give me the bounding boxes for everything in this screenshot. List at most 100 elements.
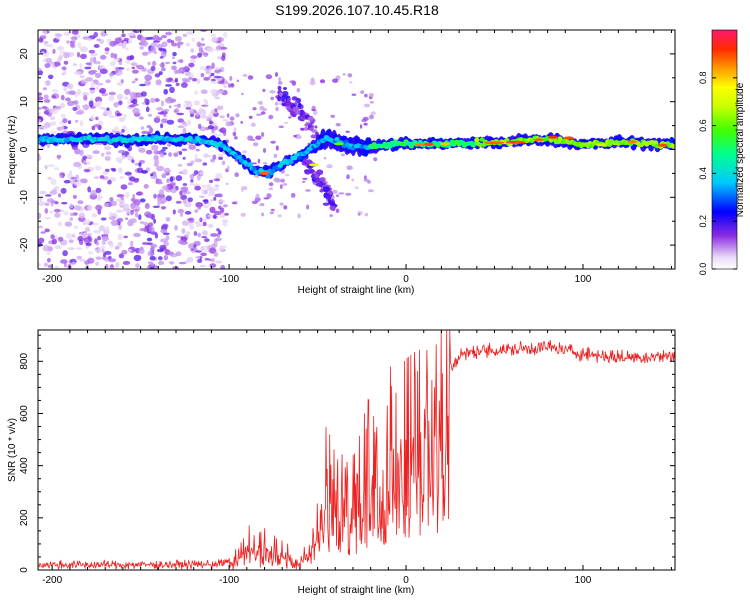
spectrogram-noise-blob	[187, 119, 191, 126]
spectrogram-noise-blob	[178, 261, 187, 265]
spectrogram-noise-blob	[359, 124, 363, 129]
spectrogram-ridge-core	[479, 137, 485, 142]
spectrogram-noise-blob	[141, 51, 149, 56]
spectrogram-noise-blob	[199, 217, 203, 223]
spectrogram-noise-blob	[57, 155, 61, 160]
spectrogram-noise-blob	[203, 205, 209, 209]
spectrogram-noise-blob	[214, 108, 218, 113]
spectrogram-noise-blob	[151, 144, 159, 151]
spectrogram-noise-blob	[218, 205, 222, 210]
spectrogram-noise-blob	[79, 120, 84, 127]
spectrogram-noise-blob	[168, 105, 172, 109]
spectrogram-noise-blob	[69, 212, 75, 216]
spectrogram-noise-blob	[83, 162, 87, 165]
spectrogram-noise-blob	[160, 51, 167, 58]
spectrogram-noise-blob	[54, 212, 61, 218]
spectrogram-branch-blob	[292, 106, 300, 113]
spectrogram-noise-blob	[107, 179, 112, 185]
spectrogram-noise-blob	[100, 54, 107, 60]
spectrogram-noise-blob	[125, 191, 130, 199]
spectrogram-x-tick-label: -100	[219, 274, 239, 285]
spectrogram-noise-blob	[76, 51, 81, 58]
spectrogram-noise-blob	[216, 193, 224, 198]
spectrogram-noise-blob	[176, 41, 184, 46]
spectrogram-noise-blob	[261, 132, 265, 137]
spectrogram-noise-blob	[118, 117, 125, 123]
spectrogram-noise-blob	[217, 81, 225, 85]
spectrogram-noise-blob	[199, 264, 207, 268]
spectrogram-noise-blob	[186, 31, 195, 35]
spectrogram-noise-blob	[342, 73, 346, 76]
spectrogram-noise-blob	[122, 260, 131, 265]
spectrogram-noise-blob	[248, 115, 253, 119]
spectrogram-y-tick-label: 10	[19, 96, 30, 108]
spectrogram-noise-blob	[205, 70, 211, 74]
spectrogram-noise-blob	[181, 228, 186, 234]
spectrogram-noise-blob	[347, 166, 354, 170]
spectrogram-noise-blob	[229, 116, 235, 121]
spectrogram-noise-blob	[211, 37, 219, 43]
spectrogram-noise-blob	[187, 218, 194, 221]
spectrogram-noise-blob	[194, 209, 199, 213]
spectrogram-noise-blob	[148, 36, 154, 40]
spectrogram-noise-blob	[63, 211, 69, 216]
spectrogram-noise-blob	[79, 62, 83, 69]
spectrogram-noise-blob	[165, 216, 171, 222]
spectrogram-noise-blob	[144, 74, 153, 81]
spectrogram-noise-blob	[158, 48, 166, 51]
spectrogram-noise-blob	[100, 217, 107, 221]
spectrogram-noise-blob	[95, 261, 99, 266]
spectrogram-noise-blob	[241, 186, 248, 191]
spectrogram-noise-blob	[363, 103, 371, 108]
spectrogram-noise-blob	[80, 46, 88, 53]
spectrogram-noise-blob	[193, 101, 201, 106]
spectrogram-noise-blob	[191, 37, 196, 42]
spectrogram-noise-blob	[96, 197, 101, 201]
spectrogram-noise-blob	[99, 68, 108, 75]
spectrogram-noise-blob	[124, 171, 132, 176]
spectrogram-noise-blob	[139, 221, 145, 224]
spectrogram-hot-spot	[333, 142, 344, 146]
spectrogram-noise-blob	[140, 91, 147, 97]
spectrogram-noise-blob	[139, 36, 147, 43]
spectrogram-noise-blob	[204, 238, 210, 243]
spectrogram-noise-blob	[38, 37, 44, 43]
spectrogram-noise-blob	[134, 112, 141, 115]
spectrogram-noise-blob	[177, 125, 185, 129]
spectrogram-noise-blob	[105, 151, 112, 155]
spectrogram-noise-blob	[259, 101, 263, 105]
spectrogram-noise-blob	[186, 256, 194, 263]
spectrogram-noise-blob	[115, 198, 123, 202]
spectrogram-noise-blob	[270, 96, 275, 101]
spectrogram-noise-blob	[332, 78, 339, 83]
spectrogram-noise-blob	[213, 75, 222, 79]
spectrogram-noise-blob	[279, 184, 283, 190]
spectrogram-noise-blob	[129, 240, 134, 247]
spectrogram-noise-blob	[168, 152, 173, 157]
spectrogram-noise-blob	[92, 150, 100, 155]
spectrogram-noise-blob	[123, 235, 128, 239]
spectrogram-noise-blob	[115, 156, 123, 163]
spectrogram-noise-blob	[197, 232, 201, 238]
spectrogram-noise-blob	[57, 193, 62, 198]
colorbar-label: Normalized spectral amplitude	[735, 82, 746, 217]
spectrogram-noise-blob	[99, 175, 105, 179]
spectrogram-noise-blob	[146, 213, 153, 218]
spectrogram-noise-blob	[190, 160, 195, 164]
spectrogram-noise-blob	[222, 204, 228, 208]
spectrogram-noise-blob	[48, 74, 54, 80]
spectrogram-noise-blob	[211, 33, 217, 38]
spectrogram-noise-blob	[214, 184, 220, 187]
spectrogram-noise-blob	[118, 61, 123, 66]
spectrogram-noise-blob	[230, 83, 234, 86]
spectrogram-noise-blob	[233, 127, 237, 132]
spectrogram-noise-blob	[131, 80, 136, 84]
spectrogram-noise-blob	[210, 80, 217, 84]
spectrogram-hot-spot	[533, 138, 544, 142]
spectrogram-noise-blob	[109, 266, 115, 269]
spectrogram-noise-blob	[152, 205, 160, 208]
spectrogram-noise-blob	[182, 199, 187, 204]
spectrogram-noise-blob	[38, 201, 46, 206]
spectrogram-noise-blob	[74, 205, 82, 211]
spectrogram-noise-blob	[150, 243, 158, 248]
